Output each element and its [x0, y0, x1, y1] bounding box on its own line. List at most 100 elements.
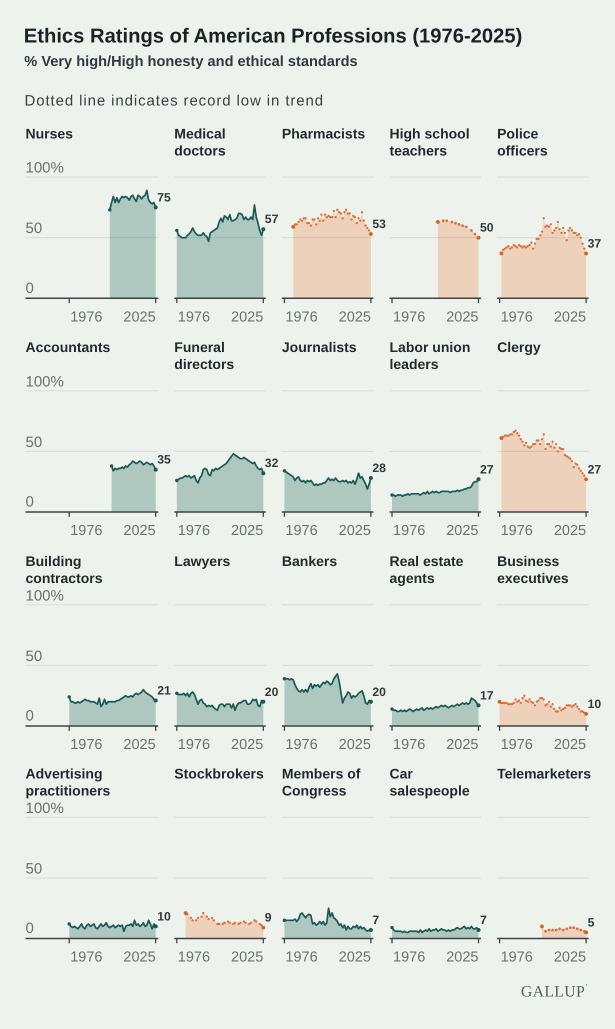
svg-text:17: 17 [480, 688, 494, 702]
svg-text:2025: 2025 [446, 950, 478, 966]
svg-text:salespeople: salespeople [390, 783, 470, 799]
svg-text:0: 0 [26, 494, 34, 511]
svg-text:Members of: Members of [282, 766, 361, 782]
svg-text:Bankers: Bankers [282, 553, 337, 569]
svg-text:practitioners: practitioners [26, 783, 111, 799]
svg-text:1976: 1976 [501, 523, 533, 539]
svg-text:2025: 2025 [554, 523, 586, 539]
svg-text:Stockbrokers: Stockbrokers [174, 766, 264, 782]
svg-text:2025: 2025 [123, 523, 155, 539]
svg-text:1976: 1976 [393, 950, 425, 966]
svg-text:1976: 1976 [178, 737, 210, 753]
svg-text:leaders: leaders [390, 356, 439, 372]
svg-text:50: 50 [26, 220, 43, 237]
svg-text:7: 7 [372, 913, 379, 927]
svg-text:2025: 2025 [123, 309, 155, 325]
svg-text:2025: 2025 [339, 523, 371, 539]
svg-text:50: 50 [26, 434, 43, 451]
svg-text:50: 50 [26, 860, 43, 877]
svg-text:1976: 1976 [285, 523, 317, 539]
svg-text:2025: 2025 [446, 523, 478, 539]
svg-text:2025: 2025 [446, 737, 478, 753]
svg-text:% Very high/High honesty and e: % Very high/High honesty and ethical sta… [24, 54, 357, 70]
svg-text:100%: 100% [26, 587, 64, 604]
svg-text:Nurses: Nurses [26, 126, 74, 142]
svg-text:Pharmacists: Pharmacists [282, 126, 365, 142]
svg-text:27: 27 [588, 462, 602, 476]
svg-text:35: 35 [157, 453, 171, 467]
svg-text:Journalists: Journalists [282, 339, 357, 355]
svg-text:Clergy: Clergy [497, 339, 541, 355]
svg-text:2025: 2025 [554, 737, 586, 753]
svg-text:1976: 1976 [285, 950, 317, 966]
svg-text:1976: 1976 [70, 950, 102, 966]
svg-text:2025: 2025 [123, 950, 155, 966]
svg-text:2025: 2025 [123, 737, 155, 753]
svg-text:1976: 1976 [178, 523, 210, 539]
svg-text:Lawyers: Lawyers [174, 553, 230, 569]
svg-text:2025: 2025 [231, 737, 263, 753]
svg-text:0: 0 [26, 920, 34, 937]
svg-text:75: 75 [157, 190, 171, 204]
svg-text:GALLUP’: GALLUP’ [521, 983, 588, 1001]
svg-text:2025: 2025 [554, 950, 586, 966]
svg-text:100%: 100% [26, 373, 64, 390]
svg-text:High school: High school [390, 126, 470, 142]
svg-text:7: 7 [480, 913, 487, 927]
svg-text:100%: 100% [26, 160, 64, 177]
svg-text:contractors: contractors [26, 570, 103, 586]
svg-text:teachers: teachers [390, 143, 448, 159]
svg-text:100%: 100% [26, 800, 64, 817]
svg-text:Advertising: Advertising [26, 766, 103, 782]
svg-text:5: 5 [588, 915, 595, 929]
svg-text:1976: 1976 [70, 309, 102, 325]
svg-text:Congress: Congress [282, 783, 347, 799]
svg-text:1976: 1976 [393, 309, 425, 325]
svg-text:0: 0 [26, 708, 34, 725]
svg-text:doctors: doctors [174, 143, 226, 159]
svg-text:Car: Car [390, 766, 414, 782]
svg-text:1976: 1976 [70, 737, 102, 753]
svg-text:27: 27 [480, 462, 494, 476]
svg-text:Telemarketers: Telemarketers [497, 766, 591, 782]
svg-text:Accountants: Accountants [26, 339, 111, 355]
svg-text:10: 10 [588, 697, 602, 711]
svg-text:1976: 1976 [393, 523, 425, 539]
svg-text:Dotted line indicates record l: Dotted line indicates record low in tren… [25, 93, 325, 110]
svg-text:officers: officers [497, 143, 548, 159]
svg-text:Labor union: Labor union [390, 339, 471, 355]
svg-text:agents: agents [390, 570, 435, 586]
svg-text:1976: 1976 [501, 309, 533, 325]
svg-text:directors: directors [174, 356, 234, 372]
svg-text:2025: 2025 [339, 950, 371, 966]
svg-text:57: 57 [265, 212, 279, 226]
svg-text:20: 20 [265, 685, 279, 699]
svg-text:0: 0 [26, 280, 34, 297]
svg-text:2025: 2025 [446, 309, 478, 325]
svg-text:10: 10 [157, 909, 171, 923]
svg-text:53: 53 [372, 217, 386, 231]
svg-text:1976: 1976 [393, 737, 425, 753]
svg-text:Real estate: Real estate [390, 553, 464, 569]
svg-text:1976: 1976 [178, 309, 210, 325]
svg-text:9: 9 [265, 911, 272, 925]
svg-text:37: 37 [588, 237, 602, 251]
svg-text:2025: 2025 [231, 523, 263, 539]
svg-text:Business: Business [497, 553, 559, 569]
svg-text:2025: 2025 [339, 309, 371, 325]
svg-text:32: 32 [265, 456, 279, 470]
svg-text:1976: 1976 [501, 737, 533, 753]
svg-text:1976: 1976 [501, 950, 533, 966]
svg-text:1976: 1976 [285, 309, 317, 325]
svg-text:1976: 1976 [178, 950, 210, 966]
svg-text:Medical: Medical [174, 126, 225, 142]
svg-text:Ethics Ratings of American Pro: Ethics Ratings of American Professions (… [24, 25, 523, 47]
svg-text:1976: 1976 [70, 523, 102, 539]
svg-text:Police: Police [497, 126, 538, 142]
svg-text:2025: 2025 [554, 309, 586, 325]
svg-text:executives: executives [497, 570, 569, 586]
svg-text:2025: 2025 [231, 950, 263, 966]
svg-text:2025: 2025 [231, 309, 263, 325]
svg-text:50: 50 [26, 648, 43, 665]
svg-text:20: 20 [372, 685, 386, 699]
